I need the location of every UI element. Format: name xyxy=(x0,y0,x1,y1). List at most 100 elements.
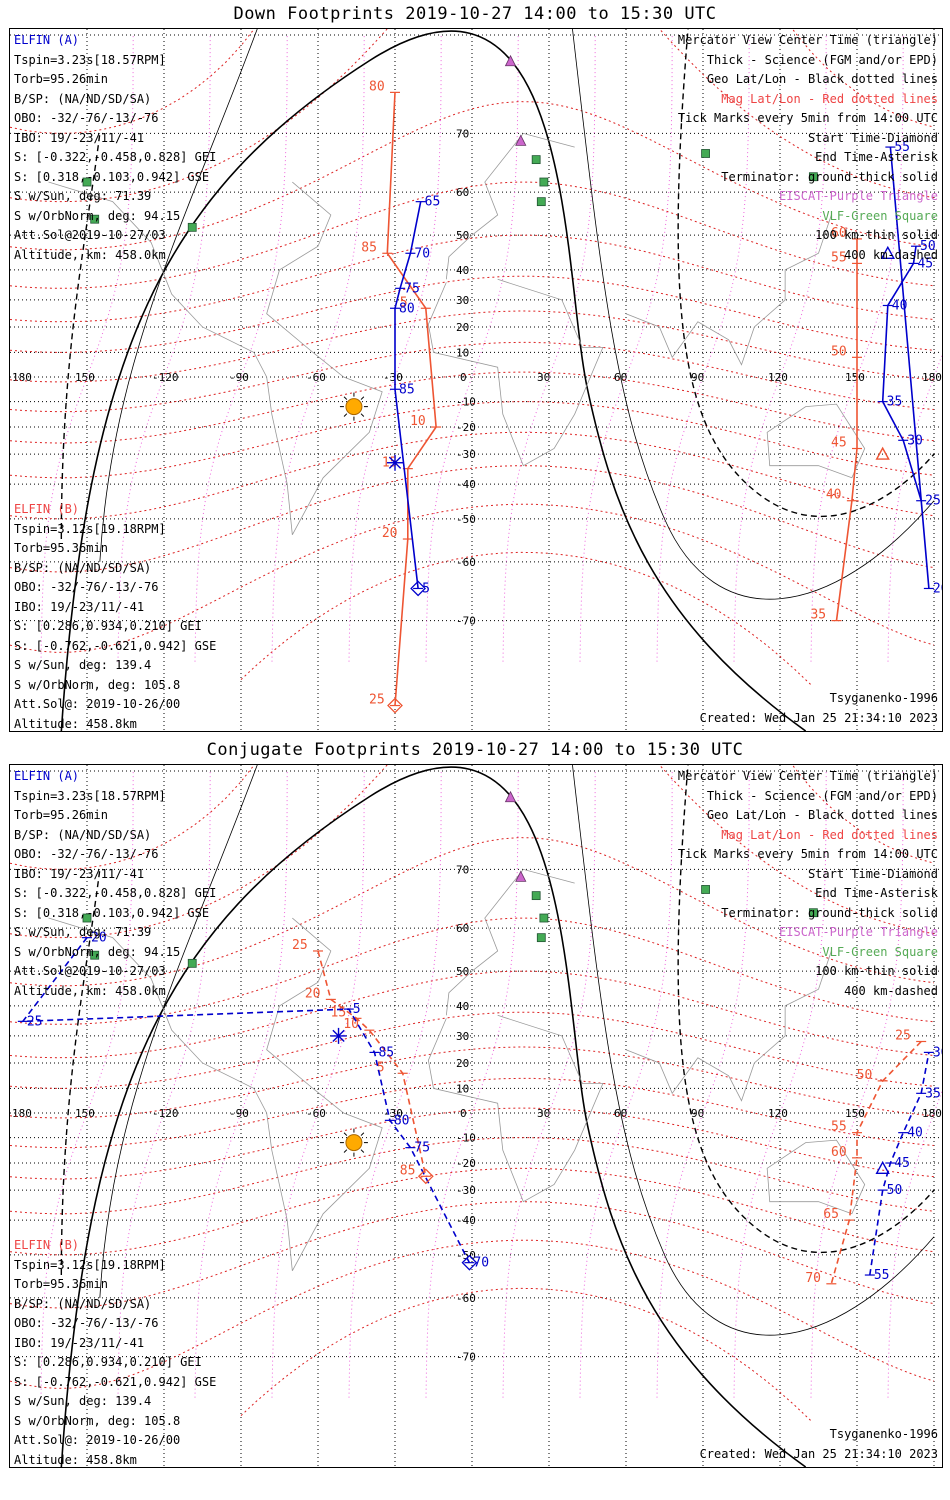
mag-meridian xyxy=(810,34,904,662)
lon-tick-label: -60 xyxy=(306,371,326,384)
elfin-a-tick-label: 75 xyxy=(404,281,420,296)
info-line: IBO: 19/-23/11/-41 xyxy=(14,599,145,614)
vlf-square xyxy=(808,172,818,182)
elfin-b-tick-label: 10 xyxy=(343,1017,359,1032)
legend-item: Start Time-Diamond xyxy=(807,130,938,145)
elfin-a-tick-label: 40 xyxy=(892,298,908,313)
info-line: Torb=95.36min xyxy=(14,541,108,555)
mag-meridian xyxy=(425,34,519,662)
lon-tick-label: 90 xyxy=(691,1107,704,1120)
info-line: S w/OrbNorm, deg: 94.15 xyxy=(14,208,181,223)
lat-tick-label: 40 xyxy=(456,264,469,277)
elfin-a-tick-label: 70 xyxy=(414,246,430,261)
mag-meridian xyxy=(348,770,442,1398)
elfin-b-label: ELFIN (B) xyxy=(14,502,80,516)
legend-item: Tick Marks every 5min from 14:00 UTC xyxy=(677,111,938,125)
mag-meridian xyxy=(194,34,288,662)
mag-parallel xyxy=(10,1137,935,1215)
legend-item: Start Time-Diamond xyxy=(807,866,938,881)
elfin-b-tick-label: 20 xyxy=(382,526,398,541)
legend-item: Mercator View Center Time (triangle) xyxy=(677,33,938,47)
model-label: Tsyganenko-1996 xyxy=(829,1427,938,1441)
lat-tick-label: 40 xyxy=(456,1000,469,1013)
elfin-b-tick-label: 5 xyxy=(377,1060,385,1075)
vlf-square xyxy=(90,214,100,224)
elfin-b-track xyxy=(317,950,427,1177)
lon-tick-label: -120 xyxy=(152,1107,179,1120)
footer: Tsyganenko-1996 Created: Wed Jan 25 21:3… xyxy=(700,1425,938,1464)
coastline xyxy=(625,950,866,1215)
mag-parallel xyxy=(10,401,935,479)
mag-meridian xyxy=(656,770,750,1398)
mag-parallel xyxy=(10,1107,935,1180)
lon-tick-label: 150 xyxy=(845,371,865,384)
elfin-b-track xyxy=(830,1040,922,1285)
info-line: S: [-0.322,-0.458,0.828] GEI xyxy=(14,886,217,900)
coastline xyxy=(427,868,604,1203)
start-diamond xyxy=(387,697,403,714)
sun-icon xyxy=(345,1134,363,1152)
info-line: S w/OrbNorm, deg: 105.8 xyxy=(14,677,181,692)
sun-ray xyxy=(360,1149,365,1153)
lon-tick-label: 180 xyxy=(922,1107,942,1120)
mag-meridian xyxy=(887,353,942,662)
model-label: Tsyganenko-1996 xyxy=(829,691,938,705)
mag-meridian xyxy=(887,1089,942,1398)
info-line: S: [-0.762,-0.621,0.942] GSE xyxy=(14,638,217,653)
mag-parallel xyxy=(10,29,935,203)
mag-parallel xyxy=(10,465,935,573)
mag-meridian xyxy=(810,770,904,1398)
elfin-a-tick-label: 5 xyxy=(353,1002,361,1017)
coastline xyxy=(48,917,383,1271)
elfin-b-info: ELFIN (B) Tspin=3.12s[19.18RPM] Torb=95.… xyxy=(14,500,217,731)
legend-item: VLF-Green Square xyxy=(822,944,938,959)
elfin-b-tick-label: 55 xyxy=(831,1120,847,1135)
mag-parallel xyxy=(240,1287,812,1421)
info-line: Tspin=3.23s[18.57RPM] xyxy=(14,52,166,67)
mag-meridian xyxy=(40,34,134,662)
vlf-square xyxy=(536,197,546,207)
range-100km xyxy=(572,765,935,1336)
legend-item: 100 km-thin solid xyxy=(815,964,938,978)
lon-tick-label: -90 xyxy=(229,1107,249,1120)
info-line: S w/Sun, deg: 71.39 xyxy=(14,925,152,939)
legend-item: 100 km-thin solid xyxy=(815,228,938,242)
info-line: S: [0.286,0.934,0.210] GEI xyxy=(14,1355,202,1369)
info-line: B/SP: (NA/ND/SD/SA) xyxy=(14,91,152,106)
lat-tick-label: -30 xyxy=(456,448,476,461)
lon-tick-label: 0 xyxy=(460,1107,467,1120)
lat-tick-label: -30 xyxy=(456,1184,476,1197)
lat-tick-label: -10 xyxy=(456,1132,476,1145)
info-line: Att.Sol@2019-10-27/03 xyxy=(14,964,166,978)
lon-tick-label: 30 xyxy=(537,371,550,384)
mag-parallel xyxy=(10,503,935,653)
mag-parallel xyxy=(10,341,935,413)
elfin-b-tick-label: 35 xyxy=(810,608,826,623)
mag-parallel xyxy=(10,1167,935,1256)
elfin-b-info: ELFIN (B) Tspin=3.12s[19.18RPM] Torb=95.… xyxy=(14,1236,216,1467)
info-line: Altitude, km: 458.0km xyxy=(14,983,166,998)
lat-tick-label: -20 xyxy=(456,1157,476,1170)
info-line: OBO: -32/-76/-13/-76 xyxy=(14,111,159,125)
center-triangle xyxy=(875,1160,890,1174)
lon-tick-label: 120 xyxy=(768,1107,788,1120)
map-canvas-down: 180 150 -120 -90 -60 -30 0 30 60 90 120 150 180 -70 -6… xyxy=(10,29,942,731)
elfin-b-tick-label: 55 xyxy=(831,250,847,265)
mag-parallel xyxy=(10,1046,935,1119)
vlf-square xyxy=(701,149,710,158)
legend-item: EISCAT-Purple Triangle xyxy=(779,189,938,203)
lon-tick-label: -60 xyxy=(306,1107,326,1120)
info-line: S w/Sun, deg: 71.39 xyxy=(14,189,152,203)
mag-meridian xyxy=(425,770,519,1398)
elfin-b-tick-label: 50 xyxy=(857,1068,873,1083)
mag-parallel xyxy=(10,837,935,987)
mag-parallel xyxy=(10,1239,935,1389)
info-line: Tspin=3.23s[18.57RPM] xyxy=(14,788,166,803)
elfin-b-tick-label: 85 xyxy=(361,240,377,255)
info-line: IBO: 19/-23/11/-41 xyxy=(14,1335,145,1350)
coastline xyxy=(625,214,866,479)
mag-meridian xyxy=(733,770,827,1398)
elfin-b-label: ELFIN (B) xyxy=(14,1238,80,1252)
mag-meridian xyxy=(348,34,442,662)
start-diamond xyxy=(410,580,427,597)
